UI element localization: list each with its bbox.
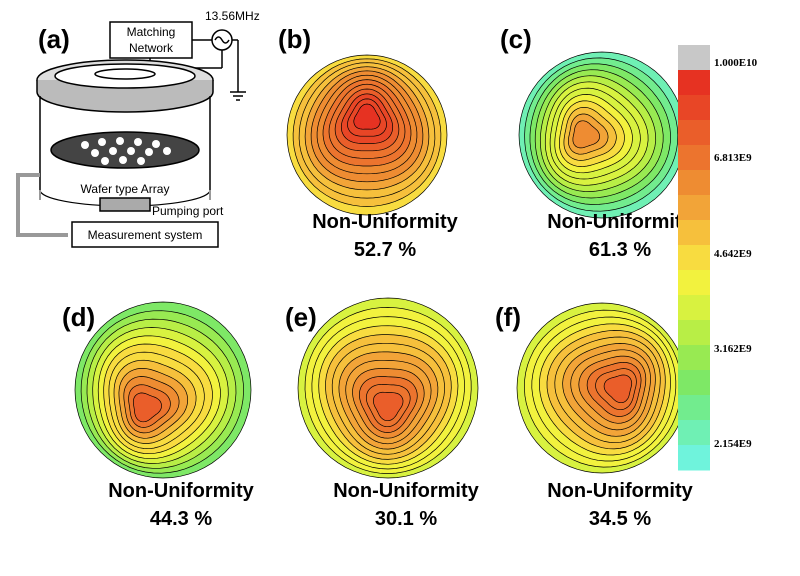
- maps: (b) Non-Uniformity 52.7 % (c) Non-Uniformity…: [62, 24, 694, 530]
- colorbar-band: [678, 295, 710, 321]
- colorbar-label: 1.000E10: [714, 57, 758, 69]
- panel-label: (e): [285, 302, 317, 332]
- colorbar-band: [678, 45, 710, 70]
- colorbar-band: [678, 345, 710, 371]
- diagram-label: Network: [129, 41, 174, 55]
- colorbar-band: [678, 120, 710, 146]
- colorbar-band: [678, 370, 710, 396]
- reactor-diagram: [16, 21, 246, 248]
- panel-label: (f): [495, 302, 521, 332]
- colorbar-band: [678, 445, 710, 471]
- caption: Non-Uniformity: [547, 211, 693, 233]
- colorbar-band: [678, 70, 710, 96]
- colorbar-band: [678, 145, 710, 171]
- panel-label: (c): [500, 24, 532, 54]
- diagram-label: Wafer type Array: [81, 182, 170, 196]
- diagram-label: 13.56MHz: [205, 9, 260, 23]
- contour-ring: [353, 103, 381, 130]
- colorbar-label: 2.154E9: [714, 438, 752, 450]
- caption: Non-Uniformity: [312, 211, 458, 233]
- colorbar-band: [678, 395, 710, 421]
- colorbar-band: [678, 220, 710, 246]
- diagram-label: Measurement system: [88, 228, 203, 242]
- colorbar-label: 3.162E9: [714, 343, 752, 355]
- diagram-label: Matching: [127, 25, 176, 39]
- colorbar-band: [678, 245, 710, 271]
- contour-ring: [603, 374, 633, 404]
- non-uniformity-value: 44.3 %: [150, 508, 212, 530]
- panel-label: (a): [38, 24, 70, 54]
- non-uniformity-value: 30.1 %: [375, 508, 437, 530]
- panel-label: (d): [62, 302, 95, 332]
- contour-ring: [132, 392, 162, 423]
- colorbar: 1.000E10 6.813E9 4.642E9 3.162E9 2.154E9: [678, 45, 758, 471]
- colorbar-label: 6.813E9: [714, 152, 752, 164]
- colorbar-band: [678, 270, 710, 296]
- non-uniformity-value: 61.3 %: [589, 239, 651, 261]
- caption: Non-Uniformity: [108, 480, 254, 502]
- colorbar-label: 4.642E9: [714, 248, 752, 260]
- colorbar-band: [678, 320, 710, 346]
- caption: Non-Uniformity: [333, 480, 479, 502]
- caption: Non-Uniformity: [547, 480, 693, 502]
- contour-ring: [373, 391, 404, 422]
- non-uniformity-value: 52.7 %: [354, 239, 416, 261]
- colorbar-band: [678, 420, 710, 446]
- colorbar-band: [678, 170, 710, 196]
- non-uniformity-value: 34.5 %: [589, 508, 651, 530]
- colorbar-band: [678, 195, 710, 221]
- diagram-label: Pumping port: [152, 204, 224, 218]
- contour-ring: [572, 120, 600, 149]
- panel-label: (b): [278, 24, 311, 54]
- colorbar-band: [678, 95, 710, 121]
